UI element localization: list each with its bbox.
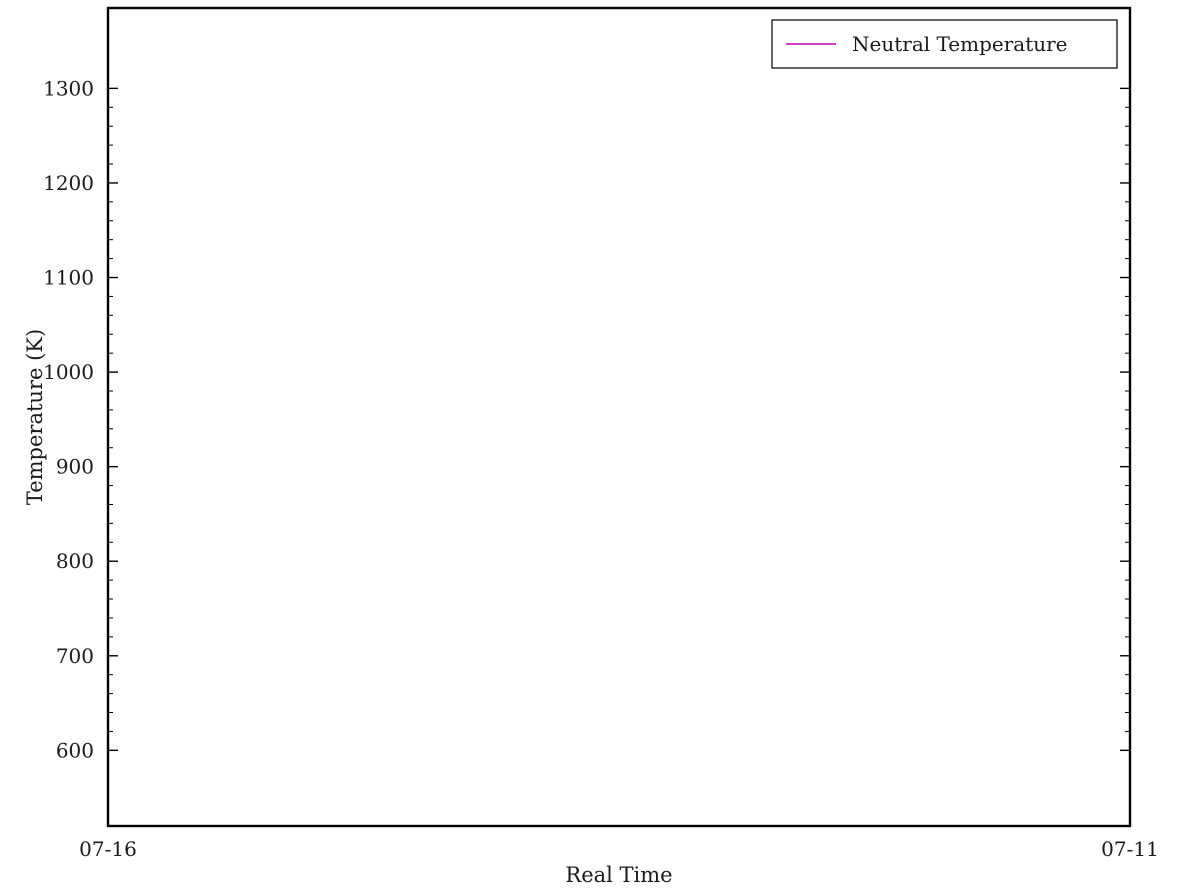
x-tick-label-07-11: 07-11 xyxy=(1101,837,1159,861)
legend: Neutral Temperature xyxy=(771,19,1118,69)
legend-box xyxy=(771,19,1118,69)
plot-frame xyxy=(106,6,1132,828)
x-tick-labels: 07-1608-2109-2611-0112-0701-1202-1703-25… xyxy=(79,837,1159,861)
y-axis-title: Temperature (K) xyxy=(23,329,47,505)
legend-label-neutral-temperature: Neutral Temperature xyxy=(852,32,1068,56)
x-tick-label-07-16: 07-16 xyxy=(79,837,137,861)
y-tick-label-1300: 1300 xyxy=(43,76,94,100)
y-tick-label-700: 700 xyxy=(56,644,94,668)
x-axis-title: Real Time xyxy=(565,863,672,887)
y-tick-label-600: 600 xyxy=(56,738,94,762)
y-tick-label-800: 800 xyxy=(56,549,94,573)
y-tick-label-1000: 1000 xyxy=(43,360,94,384)
y-tick-label-900: 900 xyxy=(56,455,94,479)
y-tick-label-1100: 1100 xyxy=(43,266,94,290)
y-tick-labels: 600 700 800 900 1000 1100 1200 1300 xyxy=(43,76,94,762)
y-tick-label-1200: 1200 xyxy=(43,171,94,195)
